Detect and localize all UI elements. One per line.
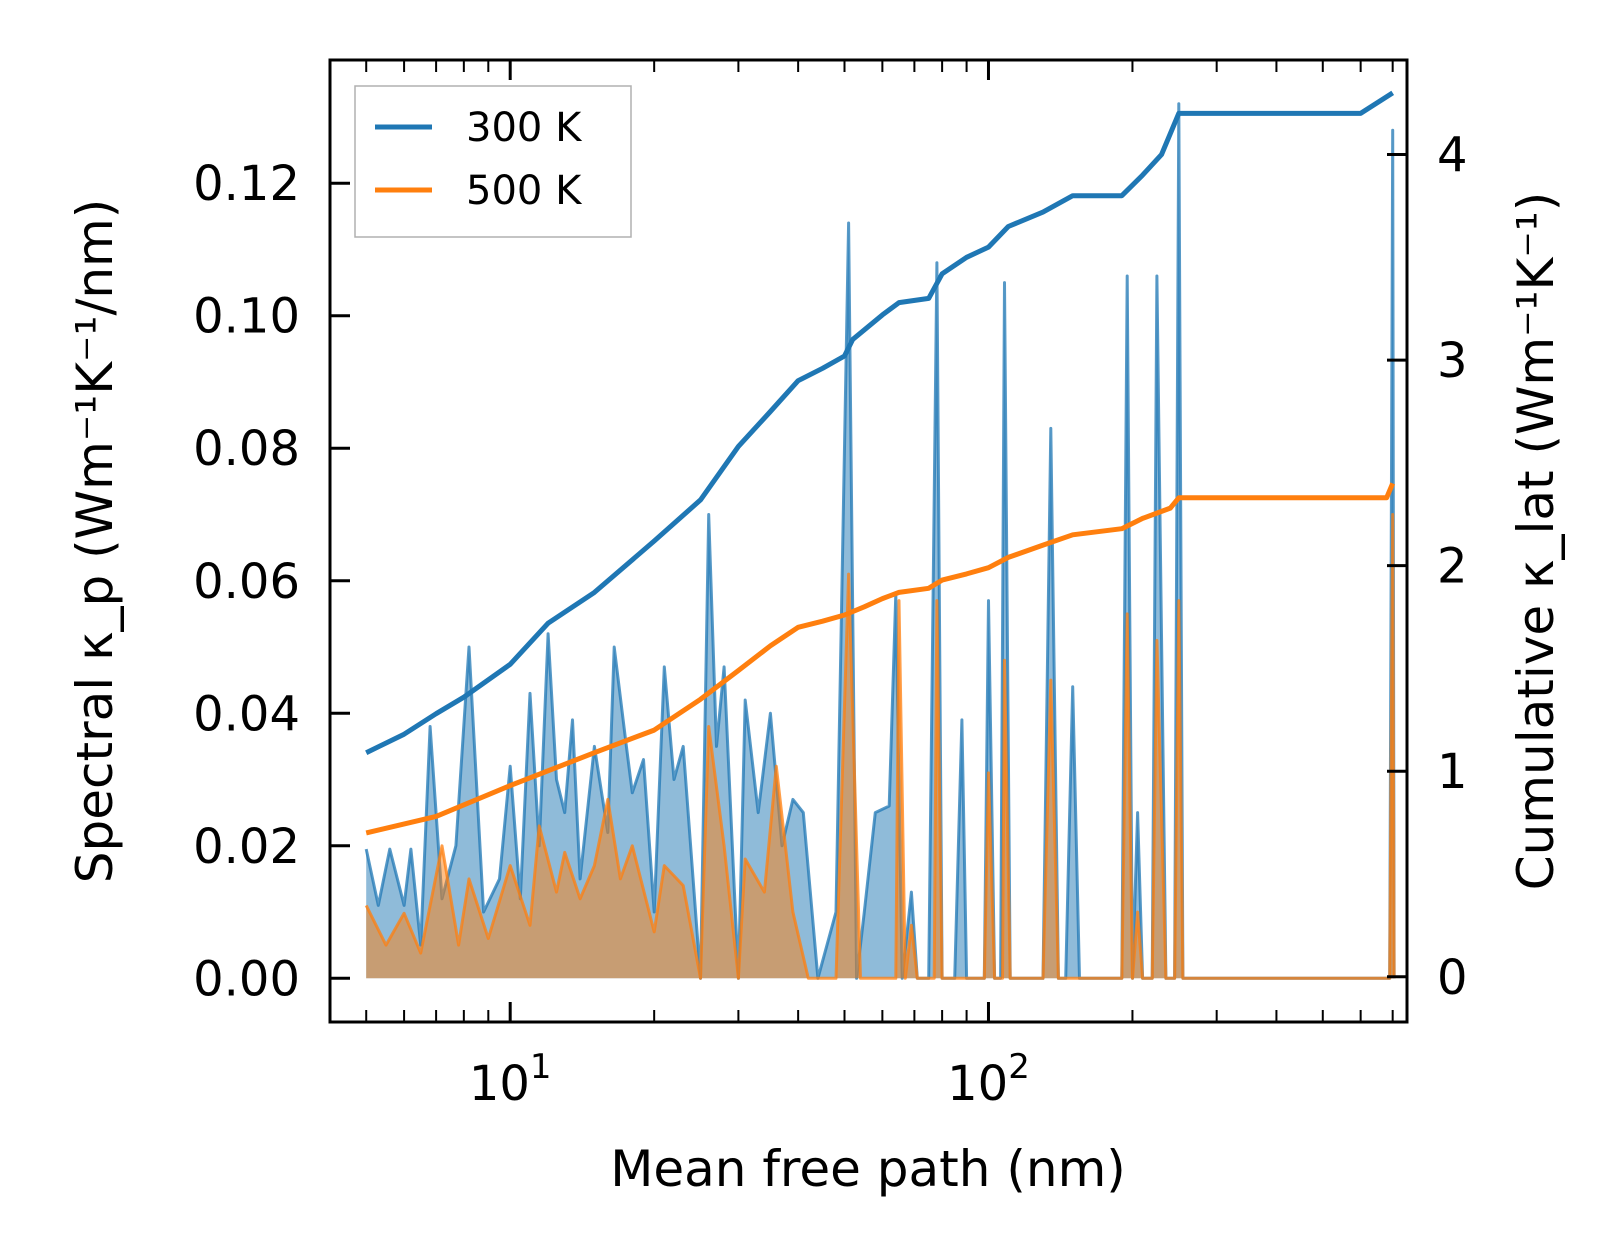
y-axis-title: Spectral κ_p (Wm⁻¹K⁻¹/nm) bbox=[66, 199, 124, 883]
y-tick-label: 0.10 bbox=[193, 289, 300, 345]
spectral-area-300k bbox=[366, 103, 1395, 979]
legend-label-500k: 500 K bbox=[466, 168, 583, 214]
cumulative-line-300k bbox=[365, 90, 1395, 755]
cumulative-line-500k bbox=[365, 482, 1396, 836]
y-tick-label: 0.02 bbox=[193, 819, 300, 875]
y-tick-label: 0.04 bbox=[193, 686, 300, 742]
y-tick-label: 0.08 bbox=[193, 421, 300, 477]
legend: 300 K 500 K bbox=[354, 85, 632, 238]
y-tick-label: 0.00 bbox=[193, 951, 300, 1007]
y2-tick-label: 2 bbox=[1437, 539, 1468, 595]
y2-axis-title: Cumulative κ_lat (Wm⁻¹K⁻¹) bbox=[1507, 192, 1565, 891]
y2-tick-label: 1 bbox=[1437, 744, 1468, 800]
spectral-area-500k bbox=[366, 514, 1395, 979]
y2-tick-label: 3 bbox=[1437, 333, 1468, 389]
y2-tick-label: 4 bbox=[1437, 128, 1468, 184]
legend-box bbox=[354, 85, 632, 238]
spectral-line-500k bbox=[364, 513, 1396, 980]
y-tick-label: 0.06 bbox=[193, 554, 300, 610]
x-axis-title: Mean free path (nm) bbox=[610, 1140, 1126, 1198]
plot-frame bbox=[328, 58, 1409, 1024]
y2-tick-label: 0 bbox=[1437, 950, 1468, 1006]
series-layer bbox=[364, 90, 1396, 980]
legend-label-300k: 300 K bbox=[466, 105, 583, 151]
y-tick-label: 0.12 bbox=[193, 156, 300, 212]
